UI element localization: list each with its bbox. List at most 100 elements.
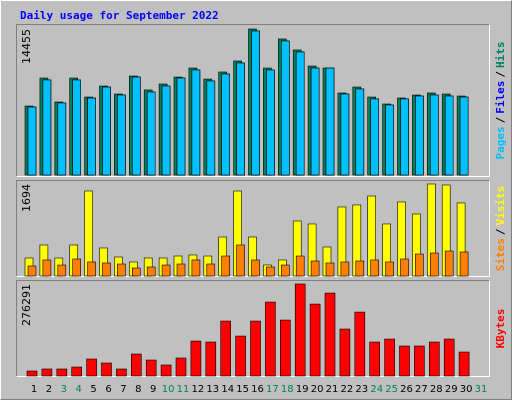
bar xyxy=(101,362,112,377)
x-tick-label: 20 xyxy=(311,384,324,395)
x-tick-label: 2 xyxy=(46,384,52,395)
bar xyxy=(131,353,142,377)
legend-separator: / xyxy=(494,71,507,78)
bar xyxy=(41,368,53,377)
bar xyxy=(146,266,156,277)
x-tick-label: 1 xyxy=(31,384,37,395)
bar xyxy=(57,102,67,176)
bar xyxy=(370,259,380,277)
panel-bevel xyxy=(16,180,490,277)
bar xyxy=(459,96,469,176)
x-tick-label: 9 xyxy=(150,384,156,395)
x-tick-label: 15 xyxy=(236,384,249,395)
bar xyxy=(400,258,409,277)
bar xyxy=(42,79,52,176)
bar xyxy=(206,80,216,176)
bar xyxy=(400,98,409,176)
bar xyxy=(117,94,126,176)
bar xyxy=(87,97,96,176)
bar xyxy=(385,261,394,277)
bar xyxy=(117,263,126,277)
bar xyxy=(220,320,231,377)
bar xyxy=(295,255,305,277)
chart-title: Daily usage for September 2022 xyxy=(20,9,219,22)
bar xyxy=(132,267,141,277)
bar xyxy=(354,311,366,377)
bar xyxy=(221,73,230,176)
bar xyxy=(414,345,425,377)
bar xyxy=(266,69,275,176)
bar xyxy=(176,77,186,176)
bar xyxy=(325,262,335,277)
bar xyxy=(86,358,97,377)
bar xyxy=(160,364,172,377)
bar xyxy=(175,357,187,377)
bar xyxy=(205,341,217,377)
bar xyxy=(324,292,336,377)
bar xyxy=(102,262,111,277)
x-tick-label: 22 xyxy=(341,384,354,395)
bar xyxy=(369,341,381,377)
legend: Sites / Visits xyxy=(494,186,507,272)
x-tick-label: 17 xyxy=(266,384,279,395)
bar xyxy=(370,98,380,176)
bar xyxy=(444,95,454,176)
bar xyxy=(355,260,365,277)
legend: KBytes xyxy=(494,309,507,349)
legend-entry: Visits xyxy=(494,186,507,226)
y-tick-label: 276291 xyxy=(20,284,33,326)
bar xyxy=(415,95,424,176)
y-tick-label: 14455 xyxy=(20,29,33,64)
x-tick-label: 23 xyxy=(355,384,368,395)
bar xyxy=(72,79,81,176)
x-tick-label: 12 xyxy=(192,384,205,395)
bar xyxy=(102,86,111,176)
x-tick-label: 14 xyxy=(221,384,234,395)
legend-separator: / xyxy=(494,228,507,235)
x-tick-label: 24 xyxy=(370,384,383,395)
bar xyxy=(71,366,82,377)
bar xyxy=(56,368,68,377)
bar xyxy=(236,244,245,277)
bar xyxy=(339,328,351,377)
legend-entry: Pages xyxy=(494,126,507,159)
bar xyxy=(385,104,394,176)
panel-bevel xyxy=(16,24,490,177)
bar xyxy=(429,94,439,176)
x-tick-label: 30 xyxy=(460,384,473,395)
bar xyxy=(265,301,276,377)
bar xyxy=(27,265,37,277)
x-tick-label: 25 xyxy=(385,384,398,395)
x-tick-label: 29 xyxy=(445,384,458,395)
x-tick-label: 21 xyxy=(326,384,339,395)
bar xyxy=(146,91,156,176)
x-tick-label: 18 xyxy=(281,384,294,395)
bar xyxy=(309,303,321,377)
bar xyxy=(161,264,171,277)
x-tick-label: 4 xyxy=(76,384,82,395)
x-tick-label: 6 xyxy=(105,384,111,395)
bar xyxy=(87,261,96,277)
bar xyxy=(176,263,186,277)
panel-bevel xyxy=(16,280,490,377)
bar xyxy=(355,88,365,176)
bar xyxy=(280,40,290,176)
x-tick-label: 26 xyxy=(400,384,413,395)
legend-entry: Sites xyxy=(494,238,507,271)
bar xyxy=(266,266,275,277)
bar xyxy=(206,263,216,277)
x-tick-label: 28 xyxy=(430,384,443,395)
x-tick-label: 5 xyxy=(90,384,96,395)
bar xyxy=(294,283,306,377)
x-tick-label: 8 xyxy=(135,384,141,395)
bar xyxy=(116,368,127,377)
bar xyxy=(444,250,454,277)
bar xyxy=(42,259,52,277)
bar xyxy=(72,258,81,277)
bar xyxy=(443,338,455,377)
bar xyxy=(415,253,424,277)
x-tick-label: 3 xyxy=(61,384,67,395)
legend-separator: / xyxy=(494,116,507,123)
bar xyxy=(399,345,410,377)
